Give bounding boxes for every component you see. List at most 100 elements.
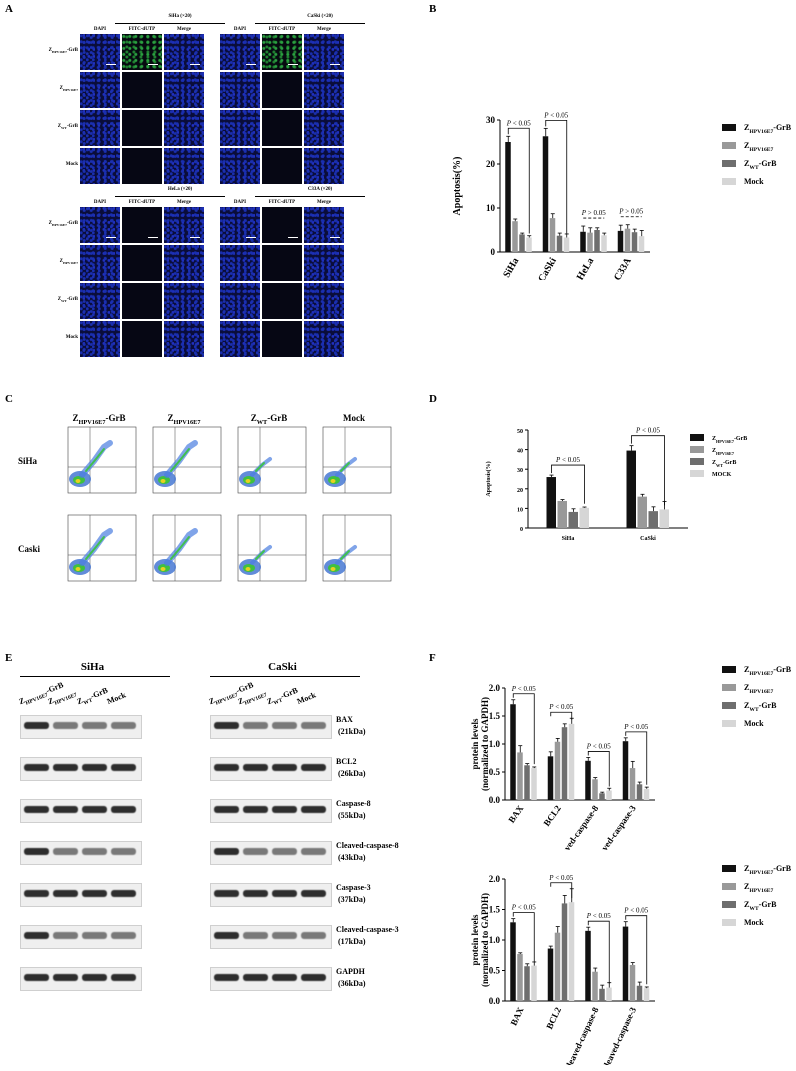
legend-swatch xyxy=(722,702,736,709)
significance-bracket xyxy=(550,882,573,899)
cell-spread-core xyxy=(255,550,265,560)
group-underline xyxy=(115,196,225,197)
protein-band xyxy=(243,890,268,897)
panel-label-a: A xyxy=(5,3,13,15)
column-label: ZWT-GrB xyxy=(250,413,288,426)
cell-cluster-peak xyxy=(330,567,336,571)
bar xyxy=(505,142,511,252)
bar xyxy=(594,230,600,252)
annotation-label: P < 0.05 xyxy=(548,874,573,882)
bar xyxy=(561,903,568,1001)
cell-spread-core xyxy=(170,536,190,560)
row-label: Mock xyxy=(65,162,78,167)
protein-band xyxy=(24,848,49,855)
legend-label: ZHPV16E7-GrB xyxy=(744,864,792,876)
bar xyxy=(568,723,575,800)
protein-band xyxy=(111,848,136,855)
category-label: BCL2 xyxy=(544,1005,563,1031)
row-label: Caski xyxy=(18,544,41,554)
bar xyxy=(648,511,658,528)
cell-cluster-peak xyxy=(245,567,251,571)
protein-band xyxy=(214,890,239,897)
protein-band xyxy=(301,722,326,729)
legend-label: MOCK xyxy=(712,472,732,478)
protein-band xyxy=(214,806,239,813)
microscopy-image xyxy=(80,110,120,146)
microscopy-image xyxy=(122,148,162,184)
bar xyxy=(510,922,516,1001)
protein-name: Caspase-3 xyxy=(336,883,371,892)
y-tick-label: 2.0 xyxy=(489,683,501,693)
protein-band xyxy=(243,764,268,771)
annotation-label: P < 0.05 xyxy=(635,427,660,435)
column-label: Merge xyxy=(177,200,191,205)
microscopy-image xyxy=(122,245,162,281)
protein-band xyxy=(243,722,268,729)
bar xyxy=(599,793,605,800)
microscopy-image xyxy=(164,34,204,70)
bar xyxy=(622,741,629,800)
microscopy-image xyxy=(164,110,204,146)
bar xyxy=(585,760,591,800)
category-label: CaSki xyxy=(536,256,559,280)
bar xyxy=(568,511,578,528)
significance-bracket xyxy=(512,912,535,962)
cell-spread-core xyxy=(255,462,265,472)
legend-swatch xyxy=(722,684,736,691)
microscopy-image xyxy=(304,283,344,319)
scale-bar xyxy=(190,64,200,65)
group-title: C33A (×20) xyxy=(307,187,333,192)
flow-plot xyxy=(322,514,392,582)
annotation-label: P < 0.05 xyxy=(511,904,536,912)
microscopy-image xyxy=(164,148,204,184)
legend-label: ZWT-GrB xyxy=(744,701,777,713)
cell-cluster-peak xyxy=(245,479,251,483)
bar xyxy=(580,231,586,252)
bar xyxy=(557,500,567,528)
bar xyxy=(624,228,631,252)
protein-band xyxy=(24,806,49,813)
legend-label: Mock xyxy=(744,719,764,728)
chart-title: CaSki xyxy=(566,855,595,858)
bar xyxy=(643,988,650,1001)
bar xyxy=(622,926,629,1001)
microscopy-image xyxy=(164,283,204,319)
chart-title: SiHa xyxy=(568,660,592,663)
flow-plot xyxy=(67,514,137,582)
bar xyxy=(637,496,647,528)
microscopy-image xyxy=(164,321,204,357)
category-label: CaSki xyxy=(640,536,656,542)
column-label: ZHPV16E7-GrB xyxy=(72,413,126,426)
column-label: DAPI xyxy=(233,27,247,32)
row-label: ZHPV16E7 xyxy=(59,259,78,265)
legend-swatch xyxy=(722,883,736,890)
category-label: BAX xyxy=(508,1005,525,1027)
scale-bar xyxy=(288,237,298,238)
bar xyxy=(617,230,624,252)
bar xyxy=(568,902,575,1001)
cell-spread-core xyxy=(340,550,350,560)
protein-band xyxy=(111,890,136,897)
panel-c-flow-cytometry: ZHPV16E7-GrB ZHPV16E7 ZWT-GrB Mock SiHa Caski xyxy=(0,405,420,585)
protein-kda: (21kDa) xyxy=(338,727,366,736)
significance-bracket xyxy=(625,731,648,785)
significance-bracket xyxy=(625,915,648,985)
legend-swatch xyxy=(722,178,736,185)
y-axis-label: Apoptosis(%) xyxy=(452,157,463,216)
group-title: SiHa (×20) xyxy=(168,14,192,19)
bar xyxy=(601,235,607,252)
bar xyxy=(636,784,643,800)
protein-band xyxy=(82,932,107,939)
protein-band xyxy=(272,848,297,855)
group-title: HeLa (×20) xyxy=(167,187,193,192)
panel-a-microscopy: SiHa (×20) DAPI FITC-dUTP Merge ZHPV16E7-GrB… xyxy=(0,0,420,360)
protein-band xyxy=(82,806,107,813)
bar xyxy=(592,779,598,800)
legend-label: ZHPV16E7 xyxy=(744,882,773,894)
bar xyxy=(592,971,598,1001)
scale-bar xyxy=(330,64,340,65)
protein-band xyxy=(82,722,107,729)
protein-band xyxy=(243,974,268,981)
row-label: ZHPV16E7-GrB xyxy=(48,48,78,54)
cell-spread-core xyxy=(85,536,105,560)
